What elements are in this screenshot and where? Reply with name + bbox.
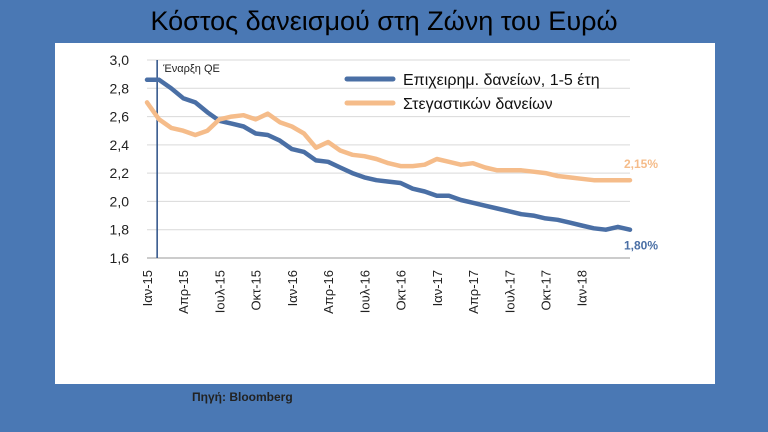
x-tick-label: Ιουλ-15 (212, 270, 227, 313)
x-tick-label: Ιουλ-17 (502, 270, 517, 313)
legend-label: Στεγαστικών δανείων (403, 96, 553, 113)
page-title: Κόστος δανεισμού στη Ζώνη του Ευρώ (150, 6, 618, 36)
chart-panel: 3,0 2,8 2,6 2,4 2,2 2,0 1,8 1,6 Ιαν-15 Απρ-15 Ιουλ… (55, 43, 715, 404)
y-tick-label: 2,6 (110, 109, 130, 125)
x-tick-label: Οκτ-16 (394, 270, 409, 311)
x-tick-label: Ιαν-16 (285, 270, 300, 306)
y-tick-label: 2,0 (110, 193, 130, 209)
x-tick-label: Ιαν-18 (575, 270, 590, 306)
x-tick-label: Απρ-16 (321, 270, 336, 314)
y-tick-label: 2,4 (110, 137, 130, 153)
x-tick-label: Οκτ-15 (249, 270, 264, 311)
y-tick-label: 1,8 (110, 222, 130, 238)
series-line-2 (144, 100, 633, 183)
x-tick-label: Οκτ-17 (538, 270, 553, 311)
y-tick-label: 3,0 (110, 52, 130, 68)
x-tick-label: Απρ-15 (176, 270, 191, 314)
x-tick-label: Ιαν-15 (140, 270, 155, 306)
qe-annotation-label: Έναρξη QE (162, 63, 220, 75)
series-line-1 (144, 77, 633, 232)
y-tick-label: 1,6 (110, 250, 130, 266)
y-tick-label: 2,2 (110, 165, 130, 181)
legend-label: Επιχειρημ. δανείων, 1-5 έτη (403, 72, 600, 89)
line-chart: 3,0 2,8 2,6 2,4 2,2 2,0 1,8 1,6 Ιαν-15 Απρ-15 Ιουλ… (110, 52, 659, 314)
x-tick-label: Ιουλ-16 (357, 270, 372, 313)
x-tick-label: Ιαν-17 (430, 270, 445, 306)
series-end-label: 1,80% (624, 239, 658, 253)
source-note: Πηγή: Bloomberg (192, 390, 293, 404)
x-tick-label: Απρ-17 (466, 270, 481, 314)
y-tick-label: 2,8 (110, 80, 130, 96)
series-end-label: 2,15% (624, 157, 658, 171)
